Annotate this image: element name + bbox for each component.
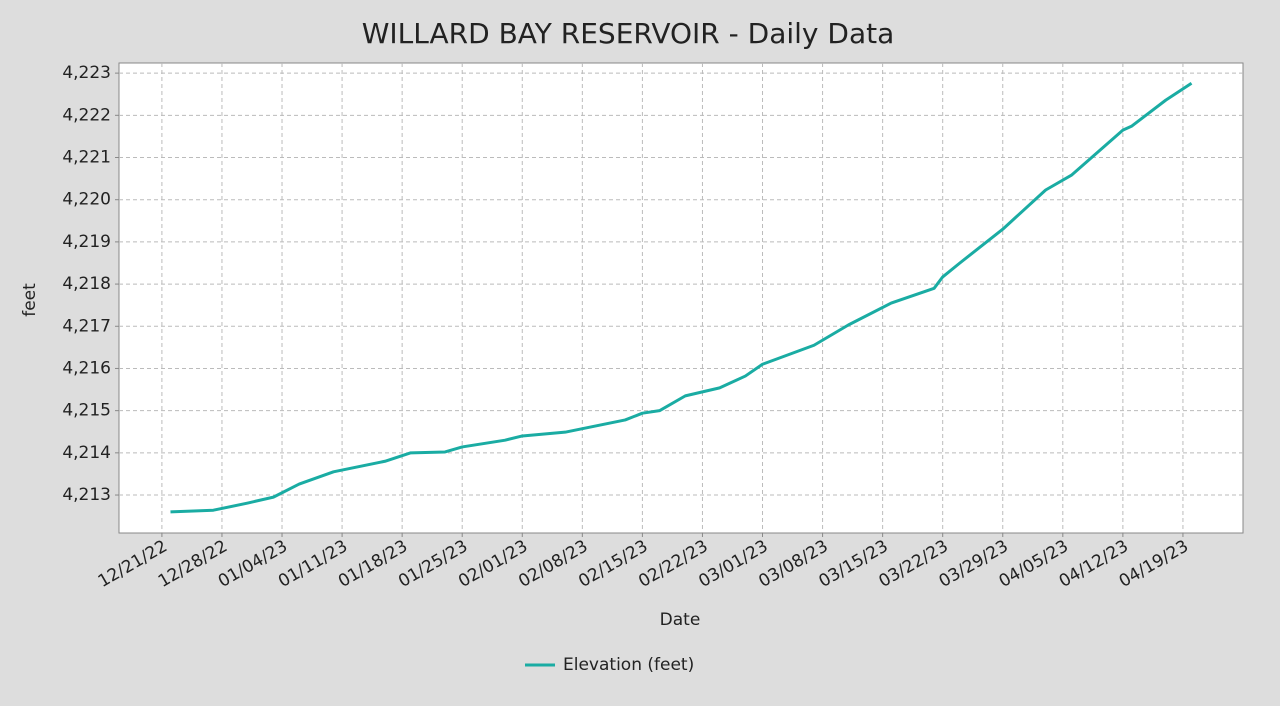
chart-title: WILLARD BAY RESERVOIR - Daily Data	[362, 17, 895, 50]
y-tick-label: 4,213	[62, 485, 111, 505]
plot-area	[118, 62, 1244, 534]
y-tick-label: 4,216	[62, 358, 111, 378]
y-tick-label: 4,222	[62, 105, 111, 125]
x-tick-label: 04/19/23	[1116, 536, 1192, 592]
y-tick-label: 4,221	[62, 148, 111, 168]
x-axis-label: Date	[660, 610, 701, 630]
legend-label: Elevation (feet)	[563, 655, 694, 675]
y-tick-label: 4,220	[62, 190, 111, 210]
y-tick-label: 4,215	[62, 401, 111, 421]
y-tick-label: 4,214	[62, 443, 111, 463]
y-tick-label: 4,219	[62, 232, 111, 252]
y-tick-label: 4,217	[62, 316, 111, 336]
y-tick-label: 4,218	[62, 274, 111, 294]
y-tick-label: 4,223	[62, 63, 111, 83]
y-axis-label: feet	[20, 283, 40, 317]
data-line	[170, 81, 1193, 514]
